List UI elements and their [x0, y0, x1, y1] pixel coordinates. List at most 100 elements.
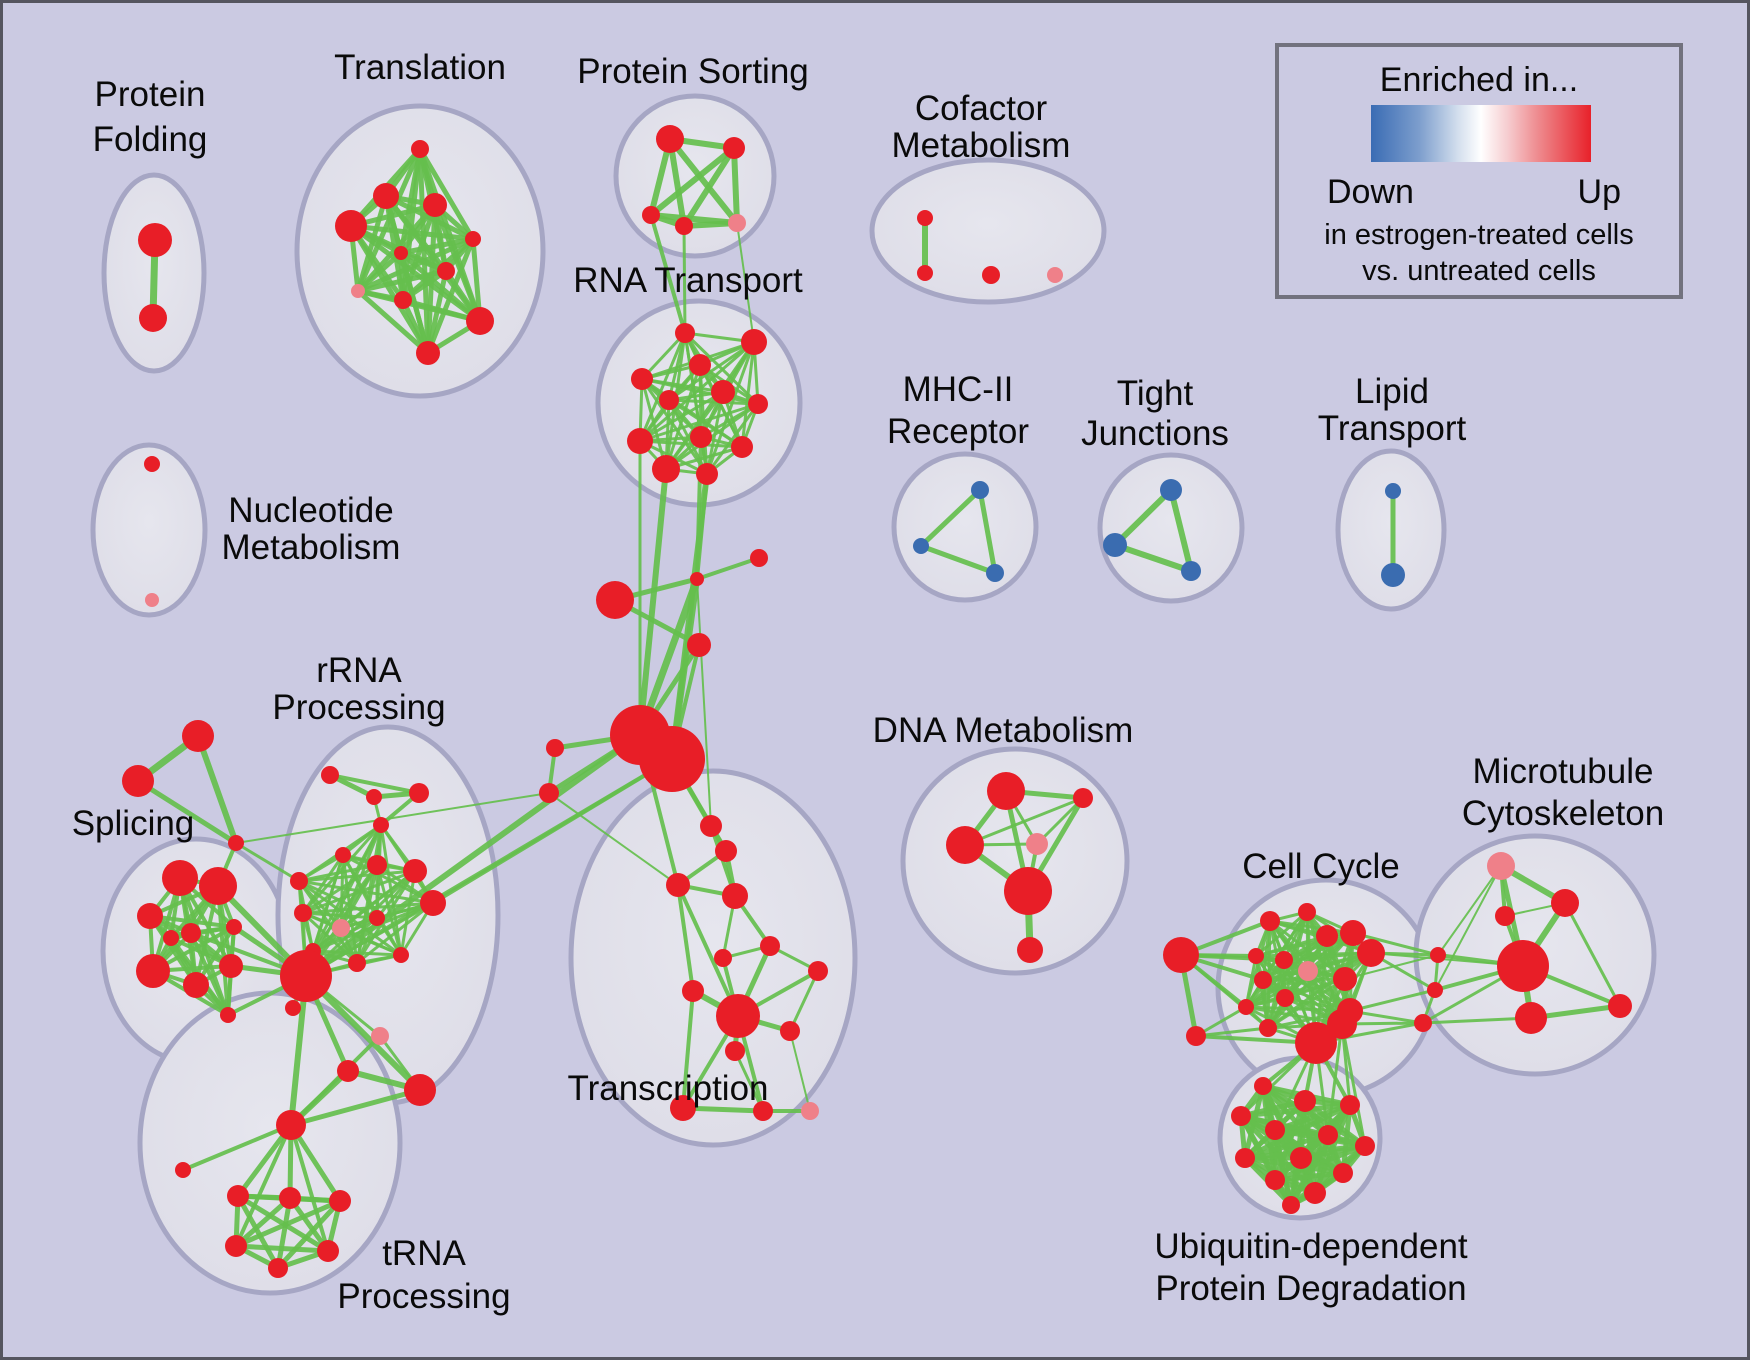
central-hub-node-5[interactable]: [750, 549, 768, 567]
central-hub-node-4[interactable]: [690, 572, 704, 586]
cell-cycle-node-3[interactable]: [1298, 903, 1316, 921]
rrna-processing-node-17[interactable]: [371, 1027, 389, 1045]
cluster-tight-junctions-ellipse[interactable]: [1097, 452, 1245, 604]
central-hub-node-3[interactable]: [539, 783, 559, 803]
transcription-node-3[interactable]: [722, 883, 748, 909]
ubiquitin-degradation-node-10[interactable]: [1265, 1170, 1285, 1190]
rrna-processing-node-15[interactable]: [280, 950, 332, 1002]
dna-metabolism-node-0[interactable]: [987, 772, 1025, 810]
tight-junctions-node-2[interactable]: [1181, 561, 1201, 581]
rrna-processing-node-11[interactable]: [369, 910, 385, 926]
translation-node-10[interactable]: [416, 341, 440, 365]
cell-cycle-node-6[interactable]: [1248, 948, 1264, 964]
ubiquitin-degradation-node-6[interactable]: [1355, 1136, 1375, 1156]
dna-metabolism-node-2[interactable]: [946, 826, 984, 864]
rrna-processing-node-1[interactable]: [366, 789, 382, 805]
transcription-node-7[interactable]: [716, 994, 760, 1038]
splicing-node-1[interactable]: [199, 867, 237, 905]
protein-sorting-node-3[interactable]: [675, 217, 693, 235]
nucleotide-metabolism-node-1[interactable]: [145, 593, 159, 607]
trna-processing-node-5[interactable]: [225, 1235, 247, 1257]
protein-sorting-node-2[interactable]: [642, 206, 660, 224]
protein-sorting-node-4[interactable]: [728, 214, 746, 232]
translation-node-9[interactable]: [466, 307, 494, 335]
cell-cycle-node-0[interactable]: [1163, 937, 1199, 973]
transcription-node-11[interactable]: [753, 1101, 773, 1121]
rrna-processing-node-14[interactable]: [393, 947, 409, 963]
cell-cycle-node-2[interactable]: [1260, 911, 1280, 931]
translation-node-8[interactable]: [394, 291, 412, 309]
transcription-node-1[interactable]: [715, 840, 737, 862]
rna-transport-node-3[interactable]: [631, 368, 653, 390]
cofactor-metabolism-node-1[interactable]: [917, 265, 933, 281]
trna-processing-node-7[interactable]: [268, 1258, 288, 1278]
dna-metabolism-node-3[interactable]: [1026, 833, 1048, 855]
lipid-transport-node-0[interactable]: [1385, 483, 1401, 499]
transcription-node-5[interactable]: [760, 936, 780, 956]
microtubule-cytoskeleton-node-1[interactable]: [1551, 889, 1579, 917]
cell-cycle-node-11[interactable]: [1333, 967, 1357, 991]
cofactor-metabolism-node-2[interactable]: [982, 266, 1000, 284]
translation-node-2[interactable]: [423, 193, 447, 217]
tight-junctions-node-1[interactable]: [1103, 533, 1127, 557]
cluster-mhc-ii-receptor-ellipse[interactable]: [891, 451, 1039, 603]
rna-transport-node-7[interactable]: [627, 428, 653, 454]
rrna-processing-node-9[interactable]: [294, 904, 312, 922]
rna-transport-node-9[interactable]: [731, 436, 753, 458]
mhc-ii-receptor-node-1[interactable]: [913, 538, 929, 554]
transcription-node-6[interactable]: [682, 980, 704, 1002]
translation-node-6[interactable]: [437, 262, 455, 280]
transcription-node-12[interactable]: [801, 1102, 819, 1120]
microtubule-cytoskeleton-node-5[interactable]: [1608, 994, 1632, 1018]
lipid-transport-node-1[interactable]: [1381, 563, 1405, 587]
rrna-processing-node-19[interactable]: [404, 1074, 436, 1106]
microtubule-cytoskeleton-node-8[interactable]: [1414, 1014, 1432, 1032]
rna-transport-node-5[interactable]: [659, 390, 679, 410]
protein-sorting-node-0[interactable]: [656, 125, 684, 153]
ubiquitin-degradation-node-12[interactable]: [1282, 1196, 1300, 1214]
ubiquitin-degradation-node-4[interactable]: [1265, 1120, 1285, 1140]
cell-cycle-node-15[interactable]: [1295, 1022, 1337, 1064]
cell-cycle-node-7[interactable]: [1275, 951, 1293, 969]
translation-node-4[interactable]: [465, 231, 481, 247]
splicing-node-2[interactable]: [137, 903, 163, 929]
rrna-processing-node-2[interactable]: [409, 783, 429, 803]
ubiquitin-degradation-node-11[interactable]: [1304, 1182, 1326, 1204]
central-hub-node-2[interactable]: [546, 739, 564, 757]
ubiquitin-degradation-node-7[interactable]: [1235, 1148, 1255, 1168]
splicing-node-6[interactable]: [183, 972, 209, 998]
microtubule-cytoskeleton-node-6[interactable]: [1430, 947, 1446, 963]
protein-folding-node-1[interactable]: [139, 304, 167, 332]
rna-transport-node-10[interactable]: [652, 455, 680, 483]
cell-cycle-node-9[interactable]: [1357, 939, 1385, 967]
splicing-triangle-node-2[interactable]: [228, 835, 244, 851]
cell-cycle-node-13[interactable]: [1238, 999, 1254, 1015]
splicing-node-8[interactable]: [220, 1007, 236, 1023]
cell-cycle-node-14[interactable]: [1259, 1019, 1277, 1037]
central-hub-node-7[interactable]: [687, 633, 711, 657]
splicing-node-9[interactable]: [163, 930, 179, 946]
rrna-processing-node-7[interactable]: [403, 859, 427, 883]
rna-transport-node-11[interactable]: [696, 463, 718, 485]
translation-node-3[interactable]: [335, 210, 367, 242]
transcription-node-9[interactable]: [725, 1041, 745, 1061]
microtubule-cytoskeleton-node-7[interactable]: [1427, 982, 1443, 998]
central-hub-node-1[interactable]: [639, 726, 705, 792]
ubiquitin-degradation-node-9[interactable]: [1333, 1163, 1353, 1183]
transcription-node-2[interactable]: [666, 873, 690, 897]
cluster-dna-metabolism-ellipse[interactable]: [900, 746, 1130, 976]
rna-transport-node-1[interactable]: [741, 329, 767, 355]
ubiquitin-degradation-node-3[interactable]: [1231, 1106, 1251, 1126]
splicing-triangle-node-1[interactable]: [122, 765, 154, 797]
rrna-processing-node-5[interactable]: [290, 872, 308, 890]
splicing-triangle-node-0[interactable]: [182, 720, 214, 752]
splicing-node-3[interactable]: [181, 923, 201, 943]
rrna-processing-node-4[interactable]: [335, 847, 351, 863]
cell-cycle-node-1[interactable]: [1186, 1026, 1206, 1046]
dna-metabolism-node-4[interactable]: [1004, 867, 1052, 915]
trna-processing-node-3[interactable]: [279, 1187, 301, 1209]
cluster-cofactor-metabolism-ellipse[interactable]: [869, 157, 1107, 305]
rrna-processing-node-3[interactable]: [373, 817, 389, 833]
trna-processing-node-0[interactable]: [276, 1110, 306, 1140]
protein-sorting-node-1[interactable]: [723, 137, 745, 159]
